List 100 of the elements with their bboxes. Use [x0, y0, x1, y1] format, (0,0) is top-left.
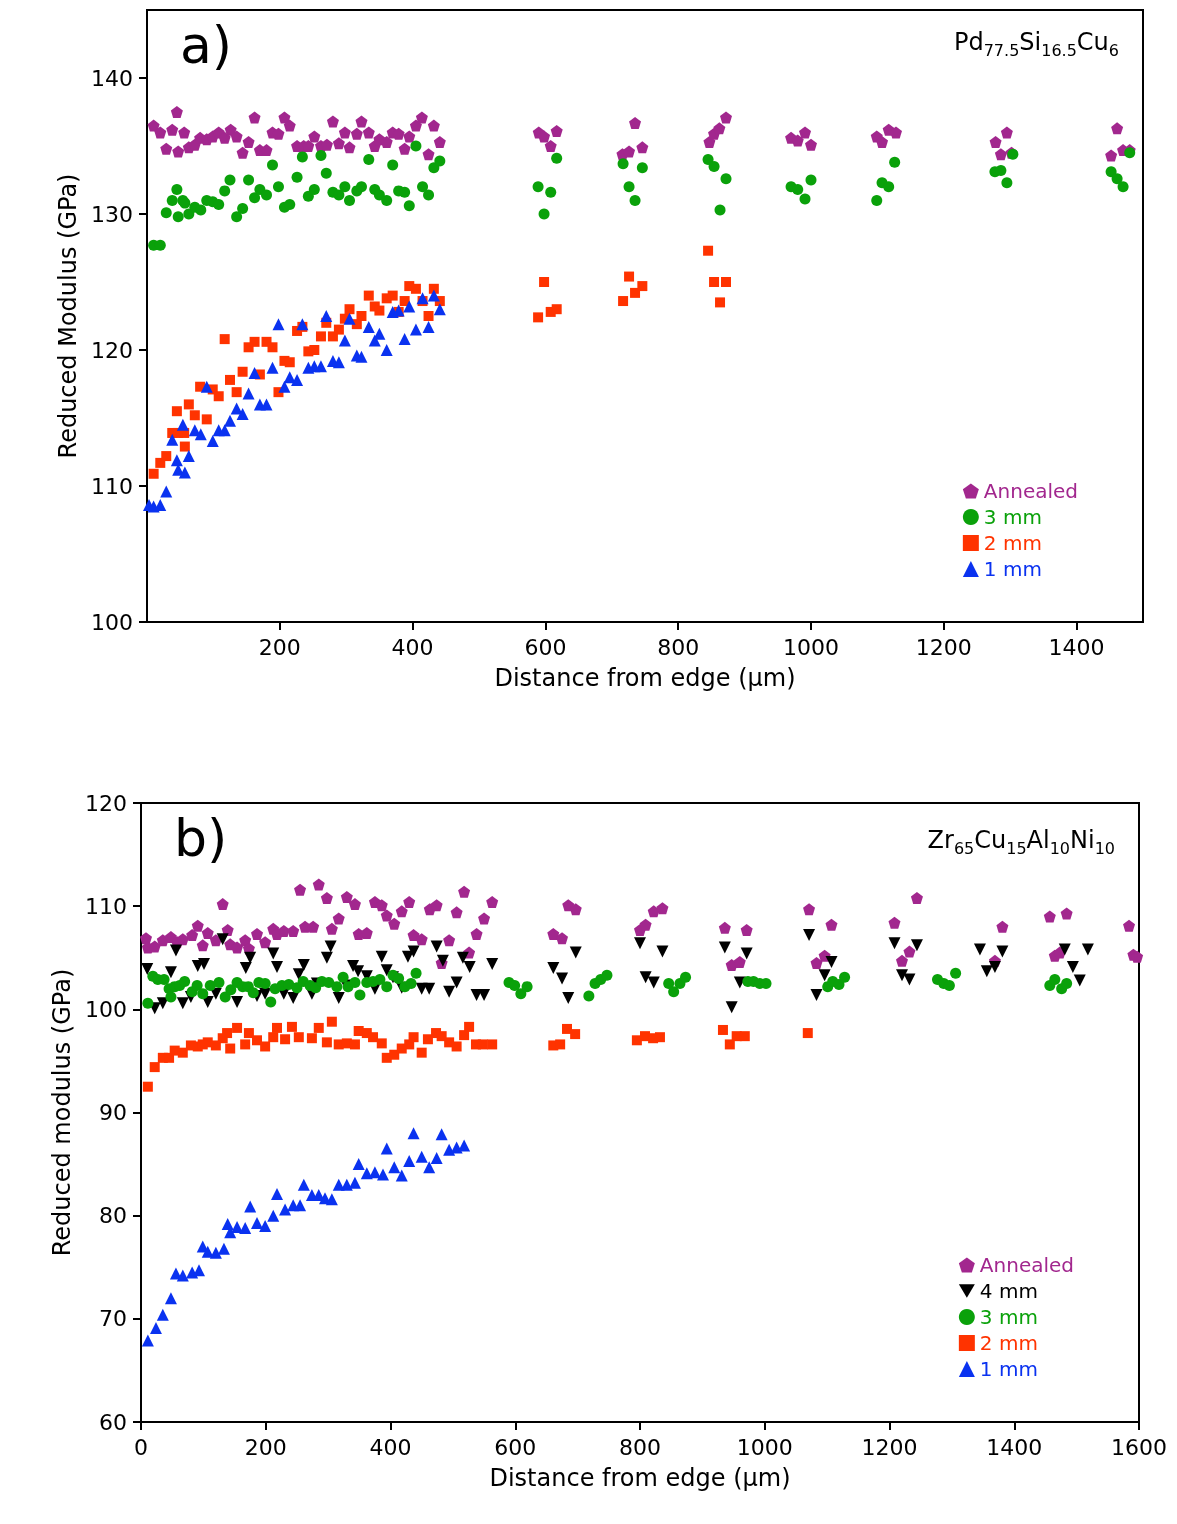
point	[443, 1143, 456, 1156]
point	[270, 1188, 283, 1200]
y-tick-label: 110	[85, 893, 127, 919]
point	[325, 1193, 338, 1206]
x-axis-title: Distance from edge (μm)	[494, 664, 796, 692]
point	[236, 407, 249, 420]
y-tick-label: 100	[85, 996, 127, 1022]
point	[416, 292, 429, 305]
chart-title: a)	[180, 15, 233, 75]
point	[170, 454, 183, 467]
point	[422, 320, 435, 333]
x-tick-label: 600	[524, 634, 567, 660]
y-tick-label: 100	[91, 609, 133, 635]
legend-label: Annealed	[983, 479, 1079, 503]
point	[297, 1178, 310, 1191]
y-tick-label: 90	[99, 1100, 127, 1125]
legend-label: 1 mm	[979, 1357, 1038, 1381]
x-axis-title: Distance from edge (μm)	[489, 1464, 791, 1492]
point	[279, 1203, 292, 1216]
legend-label: 2 mm	[983, 531, 1042, 555]
legend-label: 3 mm	[983, 505, 1042, 529]
point	[239, 1222, 252, 1235]
point	[278, 380, 291, 393]
point	[294, 1199, 307, 1212]
point	[176, 418, 189, 431]
legend-label: 1 mm	[983, 557, 1042, 581]
point	[259, 1219, 272, 1232]
x-tick-label: 1200	[861, 1434, 918, 1460]
point	[427, 289, 440, 302]
point	[314, 360, 327, 373]
y-axis-title: Reduced Modulus (GPa)	[54, 173, 83, 459]
point	[224, 414, 236, 427]
point	[176, 1269, 189, 1282]
legend-label: Annealed	[979, 1253, 1075, 1277]
x-tick-label: 800	[657, 634, 700, 660]
point	[182, 450, 195, 463]
point	[398, 333, 411, 346]
point	[248, 367, 261, 380]
point	[388, 1161, 401, 1174]
point	[340, 1178, 353, 1191]
x-tick-label: 1400	[1048, 634, 1105, 660]
point	[415, 1150, 428, 1163]
point	[242, 387, 255, 400]
legend-label: 4 mm	[979, 1279, 1038, 1303]
point	[395, 1169, 408, 1182]
point	[332, 356, 345, 369]
point	[409, 323, 422, 336]
point	[178, 466, 191, 479]
y-tick-label: 140	[91, 65, 133, 91]
point	[423, 1161, 436, 1174]
point	[260, 398, 273, 411]
y-tick-label: 130	[91, 201, 133, 227]
x-tick-label: 1400	[986, 1434, 1043, 1460]
point	[320, 310, 333, 322]
point	[435, 1128, 448, 1141]
point	[206, 435, 219, 448]
point	[338, 334, 351, 347]
point	[267, 1209, 280, 1222]
chart-title: b)	[174, 808, 228, 868]
y-tick-label: 120	[85, 790, 127, 816]
text: Pd$_{77.5}$Si$_{16.5}$Cu$_{6}$	[953, 28, 1119, 60]
point	[407, 1127, 420, 1140]
x-tick-label: 0	[134, 1434, 148, 1460]
point	[355, 350, 368, 363]
point	[380, 1142, 393, 1155]
y-axis-title: Reduced modulus (GPa)	[48, 968, 77, 1257]
point	[266, 361, 279, 374]
x-tick-label: 1000	[736, 1434, 793, 1460]
y-tick-label: 80	[99, 1203, 127, 1229]
point	[160, 485, 173, 498]
point	[291, 373, 304, 386]
point	[380, 344, 393, 356]
point	[221, 1217, 234, 1230]
point	[362, 320, 375, 333]
x-tick-label: 400	[369, 1434, 412, 1460]
x-tick-label: 200	[244, 1434, 287, 1460]
x-tick-label: 1000	[783, 634, 839, 660]
x-tick-label: 1200	[915, 634, 972, 660]
legend-label: 3 mm	[979, 1305, 1038, 1329]
point	[343, 312, 356, 325]
y-tick-label: 60	[99, 1409, 127, 1435]
point	[194, 428, 207, 441]
point	[352, 1158, 365, 1171]
x-tick-label: 200	[258, 634, 301, 660]
point	[200, 380, 213, 393]
point	[149, 1322, 162, 1335]
point	[403, 1154, 416, 1167]
point	[209, 1246, 222, 1259]
y-tick-label: 70	[99, 1306, 127, 1332]
point	[433, 303, 446, 316]
x-tick-label: 800	[619, 1434, 661, 1460]
x-tick-label: 1600	[1111, 1434, 1167, 1460]
point	[403, 300, 416, 313]
point	[377, 1168, 390, 1181]
y-tick-label: 110	[91, 473, 133, 499]
point	[166, 433, 179, 446]
point	[272, 318, 285, 331]
point	[156, 1308, 169, 1321]
point	[430, 1151, 443, 1164]
point	[244, 1200, 257, 1213]
